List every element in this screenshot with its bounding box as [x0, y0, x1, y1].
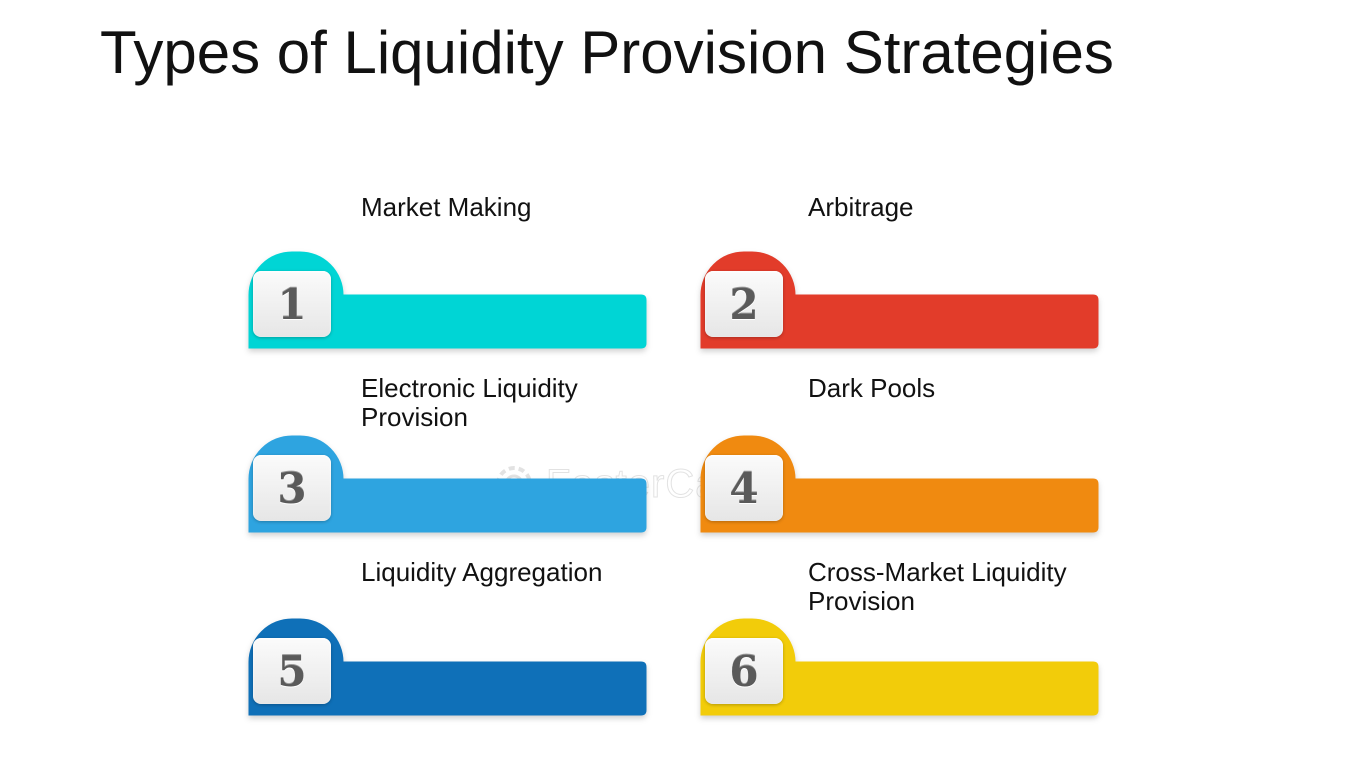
item-card-2: 2	[695, 247, 1099, 353]
item-label-4: Dark Pools	[808, 373, 936, 403]
item-number-4: 4	[705, 455, 783, 521]
item-card-6: 6	[695, 614, 1099, 720]
slide-title: Types of Liquidity Provision Strategies	[100, 19, 1114, 86]
item-number-3: 3	[253, 455, 331, 521]
item-card-1: 1	[243, 247, 647, 353]
item-number-6: 6	[705, 638, 783, 704]
item-number-2: 2	[705, 271, 783, 337]
item-label-2: Arbitrage	[808, 192, 914, 222]
item-bar-4	[700, 435, 1099, 533]
item-label-1: Market Making	[361, 192, 532, 222]
item-card-4: 4	[695, 431, 1099, 537]
item-card-5: 5	[243, 614, 647, 720]
item-bar-6	[700, 618, 1099, 716]
item-label-6: Cross-Market Liquidity Provision	[808, 557, 1067, 616]
item-bar-5	[248, 618, 647, 716]
item-number-1: 1	[253, 271, 331, 337]
item-bar-3	[248, 435, 647, 533]
item-bar-1	[248, 251, 647, 349]
item-bar-2	[700, 251, 1099, 349]
item-number-5: 5	[253, 638, 331, 704]
item-card-3: 3	[243, 431, 647, 537]
item-label-3: Electronic Liquidity Provision	[361, 373, 578, 432]
item-label-5: Liquidity Aggregation	[361, 557, 603, 587]
